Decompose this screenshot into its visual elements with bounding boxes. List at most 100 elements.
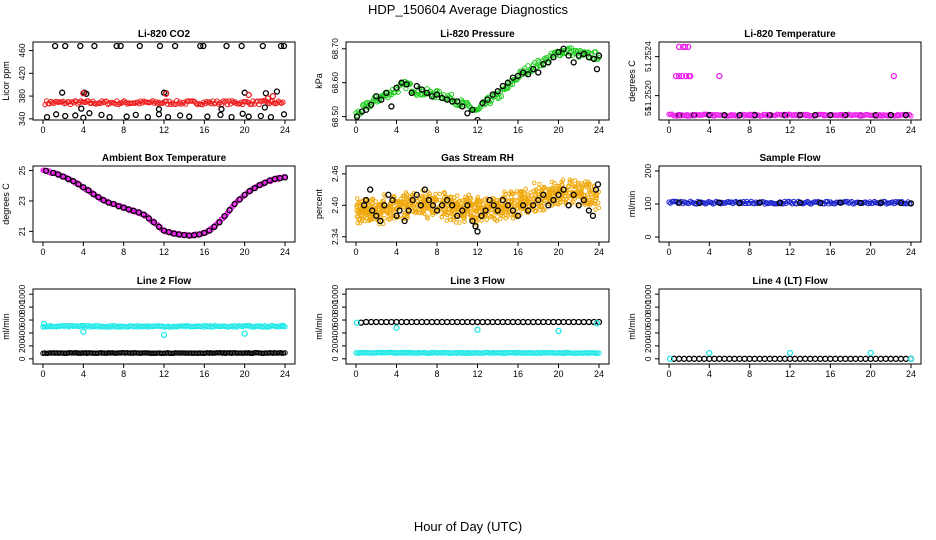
panel-7: Line 2 Flow ml/min 0 4 8 12 16 20 24 0 20040060080… xyxy=(1,276,296,379)
data-point xyxy=(425,214,430,220)
y-tick-label: 1000 xyxy=(330,284,340,303)
data-point xyxy=(117,42,124,50)
data-point xyxy=(228,114,235,120)
x-tick-label: 24 xyxy=(280,369,290,379)
data-point xyxy=(530,197,536,202)
panel-title: Ambient Box Temperature xyxy=(102,153,227,164)
x-tick-label: 24 xyxy=(594,125,604,135)
x-tick-label: 20 xyxy=(240,247,250,257)
data-point xyxy=(162,90,170,97)
y-tick-label: 340 xyxy=(17,112,27,126)
data-point xyxy=(514,72,522,80)
x-tick-label: 4 xyxy=(81,369,86,379)
data-point xyxy=(509,207,517,214)
data-point xyxy=(837,355,844,362)
data-point xyxy=(756,199,763,206)
data-point xyxy=(100,197,107,204)
data-point xyxy=(461,197,466,203)
data-point xyxy=(238,42,245,50)
data-point xyxy=(370,196,376,202)
data-point xyxy=(241,191,248,199)
data-point xyxy=(511,211,516,217)
data-point xyxy=(443,196,451,204)
data-point xyxy=(817,199,824,207)
data-point xyxy=(847,355,854,362)
data-point xyxy=(140,211,147,218)
panel-1: Li-820 CO2 Licor ppm 0 4 8 12 16 20 24 340 380 420 4… xyxy=(1,29,296,135)
data-point xyxy=(211,223,218,230)
x-tick-label: 24 xyxy=(594,247,604,257)
data-point xyxy=(567,177,573,183)
data-point xyxy=(872,111,879,119)
x-tick-label: 24 xyxy=(906,247,916,257)
x-tick-label: 24 xyxy=(906,369,916,379)
data-point xyxy=(463,198,469,203)
data-point xyxy=(852,355,859,362)
data-point xyxy=(575,202,582,209)
x-tick-label: 4 xyxy=(394,369,399,379)
data-point xyxy=(433,191,438,197)
data-point xyxy=(783,111,791,119)
data-point xyxy=(807,355,814,362)
data-point xyxy=(396,200,401,206)
x-tick-label: 8 xyxy=(747,247,752,257)
data-point xyxy=(716,72,723,80)
data-point xyxy=(163,98,169,104)
data-point xyxy=(551,186,557,191)
data-point xyxy=(555,49,562,56)
data-point xyxy=(458,200,464,206)
data-point xyxy=(499,196,506,204)
data-point xyxy=(439,214,445,220)
data-point xyxy=(837,199,844,206)
y-tick-label: 0 xyxy=(643,356,653,361)
data-point xyxy=(540,186,546,191)
data-point xyxy=(368,318,375,326)
data-point xyxy=(533,187,539,193)
data-point xyxy=(550,54,557,61)
data-point xyxy=(547,190,553,196)
data-point xyxy=(596,205,602,211)
x-tick-label: 8 xyxy=(121,125,126,135)
data-point xyxy=(51,42,59,50)
data-point xyxy=(381,202,388,209)
x-tick-label: 12 xyxy=(785,125,795,135)
data-point xyxy=(477,204,482,210)
data-point xyxy=(257,112,264,120)
data-point xyxy=(876,111,883,119)
x-tick-label: 12 xyxy=(785,247,795,257)
data-point xyxy=(353,319,361,326)
data-point xyxy=(514,198,520,203)
data-point xyxy=(560,177,566,183)
data-point xyxy=(393,212,400,219)
x-tick-label: 16 xyxy=(199,247,209,257)
panel-title: Line 3 Flow xyxy=(450,276,505,287)
data-point xyxy=(706,355,713,362)
data-point xyxy=(378,96,385,103)
data-point xyxy=(454,318,461,326)
data-point xyxy=(54,171,62,178)
data-point xyxy=(524,71,532,78)
x-tick-label: 8 xyxy=(121,247,126,257)
data-point xyxy=(786,349,794,357)
x-tick-label: 12 xyxy=(472,369,482,379)
data-point xyxy=(538,204,544,209)
data-point xyxy=(388,318,395,326)
data-point xyxy=(398,318,405,326)
y-axis-label: ml/min xyxy=(1,313,11,340)
data-point xyxy=(776,199,784,207)
data-point xyxy=(530,202,537,209)
data-point xyxy=(403,318,410,326)
data-point xyxy=(736,199,743,207)
data-point xyxy=(451,217,456,223)
data-point xyxy=(236,196,243,203)
panel-frame xyxy=(32,41,296,121)
data-point xyxy=(580,318,587,326)
panel-6: Sample Flow ml/min 0 4 8 12 16 20 24 0 100 200 xyxy=(627,153,922,257)
data-point xyxy=(675,43,683,51)
data-point xyxy=(691,355,698,362)
series-1 xyxy=(666,198,914,207)
data-point xyxy=(589,212,597,219)
data-point xyxy=(236,101,243,107)
data-point xyxy=(418,318,425,326)
data-point xyxy=(398,196,404,202)
